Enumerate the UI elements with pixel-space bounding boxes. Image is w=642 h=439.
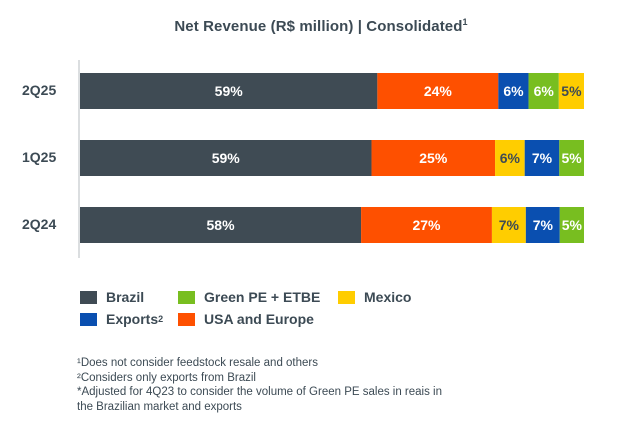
data-label-1q25-1: 25%	[419, 150, 448, 166]
bar-segment-1q25-3	[524, 140, 560, 176]
bar-segment-1q25-1	[371, 140, 496, 176]
legend-label-brazil: Brazil	[106, 289, 145, 305]
footnote-3: *Adjusted for 4Q23 to consider the volum…	[77, 386, 443, 398]
legend-label-exports-superscript: 2	[158, 314, 164, 324]
bar-segment-2q25-4	[528, 73, 559, 109]
bar-segment-2q25-0	[80, 73, 378, 109]
y-tick-1q25: 1Q25	[22, 149, 57, 165]
y-tick-2q24: 2Q24	[22, 216, 57, 232]
legend-swatch-green-pe-etbe	[178, 290, 195, 304]
legend-swatch-brazil	[80, 290, 97, 304]
bar-segment-2q25-3	[498, 73, 529, 109]
chart-title-superscript: 1	[462, 17, 468, 27]
data-label-2q24-3: 7%	[533, 217, 554, 233]
legend-swatch-usa-europe	[178, 312, 195, 326]
data-label-2q25-1: 24%	[424, 83, 453, 99]
bar-segment-2q25-5	[558, 73, 584, 109]
data-label-2q25-4: 6%	[534, 83, 555, 99]
data-label-2q24-1: 27%	[412, 217, 441, 233]
chart-title: Net Revenue (R$ million) | Consolidated1	[0, 17, 642, 35]
data-label-1q25-0: 59%	[212, 150, 241, 166]
bar-segment-1q25-0	[80, 140, 372, 176]
chart-title-text: Net Revenue (R$ million) | Consolidated	[174, 18, 463, 35]
legend-label-usa-europe: USA and Europe	[204, 311, 314, 327]
legend-label-mexico: Mexico	[364, 289, 412, 305]
legend-brazil: Brazil	[80, 289, 144, 305]
bar-segment-1q25-2	[495, 140, 525, 176]
bar-segment-2q24-3	[525, 207, 560, 243]
data-label-2q25-5: 5%	[561, 83, 582, 99]
legend-label-exports: Exports	[106, 311, 159, 327]
data-label-2q25-3: 6%	[503, 83, 524, 99]
data-label-2q24-2: 7%	[499, 217, 520, 233]
legend-mexico: Mexico	[338, 289, 411, 305]
data-label-1q25-3: 7%	[532, 150, 553, 166]
data-label-1q25-4: 5%	[562, 150, 583, 166]
legend-swatch-mexico	[338, 290, 355, 304]
data-label-1q25-2: 6%	[500, 150, 521, 166]
bar-segment-1q25-4	[559, 140, 584, 176]
bar-segment-2q24-1	[361, 207, 492, 243]
footnote-1: ¹Does not consider feedstock resale and …	[77, 357, 318, 369]
data-label-2q24-4: 5%	[562, 217, 583, 233]
footnotes: ¹Does not consider feedstock resale and …	[77, 356, 517, 414]
footnote-4: the Brazilian market and exports	[77, 400, 242, 413]
data-label-2q25-0: 59%	[215, 83, 244, 99]
bar-segment-2q24-4	[559, 207, 584, 243]
bar-segment-2q24-0	[80, 207, 362, 243]
footnote-2: ²Considers only exports from Brazil	[77, 371, 256, 384]
legend-green-pe-etbe: Green PE + ETBE	[178, 289, 320, 305]
bar-segment-2q24-2	[491, 207, 526, 243]
y-tick-2q25: 2Q25	[22, 82, 57, 98]
data-label-2q24-0: 58%	[207, 217, 236, 233]
legend-usa-europe: USA and Europe	[178, 311, 314, 327]
legend-label-green-pe-etbe: Green PE + ETBE	[204, 289, 321, 305]
legend-swatch-exports	[80, 312, 97, 326]
legend-exports: Exports 2	[80, 311, 163, 327]
bar-segment-2q25-1	[377, 73, 499, 109]
